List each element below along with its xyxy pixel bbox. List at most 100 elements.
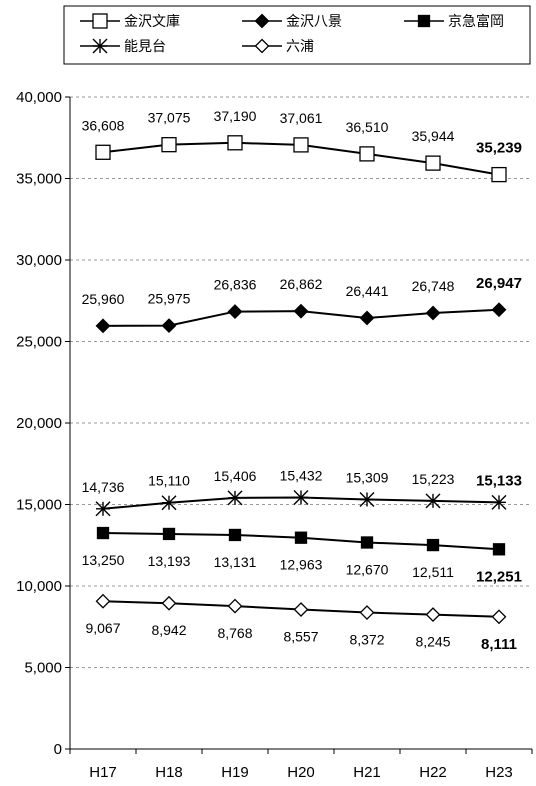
legend-label: 京急富岡 bbox=[448, 13, 504, 30]
data-label: 15,309 bbox=[346, 469, 389, 485]
legend-item: 金沢文庫 bbox=[80, 13, 180, 30]
data-point bbox=[162, 527, 176, 541]
data-label: 12,251 bbox=[476, 568, 522, 585]
data-point bbox=[293, 602, 309, 617]
data-point bbox=[161, 595, 177, 611]
legend-label: 六浦 bbox=[286, 39, 314, 55]
marker-stroke bbox=[359, 491, 375, 507]
data-label: 15,110 bbox=[148, 473, 190, 489]
marker-shape bbox=[294, 531, 308, 544]
y-tick-label: 25,000 bbox=[16, 334, 62, 351]
data-label: 36,510 bbox=[346, 119, 389, 135]
data-point bbox=[161, 137, 177, 153]
data-label: 13,131 bbox=[214, 554, 257, 570]
data-label: 26,836 bbox=[214, 277, 257, 293]
data-point bbox=[293, 489, 309, 505]
data-point bbox=[294, 531, 308, 544]
y-tick-label: 15,000 bbox=[16, 497, 62, 514]
series-group bbox=[95, 135, 507, 625]
data-point bbox=[425, 493, 441, 509]
data-label: 13,250 bbox=[82, 552, 125, 568]
data-point bbox=[359, 491, 375, 507]
marker-shape bbox=[227, 304, 243, 319]
marker-shape bbox=[254, 38, 270, 54]
data-label: 37,061 bbox=[280, 110, 323, 126]
marker-shape bbox=[227, 135, 243, 151]
data-point bbox=[426, 538, 440, 552]
x-tick-label: H18 bbox=[155, 764, 183, 781]
data-point bbox=[95, 501, 111, 517]
y-axis-ticks: 0 5,000 10,000 15,000 20,000 25,000 30,000 35,0… bbox=[16, 89, 70, 758]
data-label: 36,608 bbox=[82, 117, 125, 133]
data-label: 8,372 bbox=[349, 632, 384, 648]
marker-shape bbox=[92, 13, 108, 29]
marker-shape bbox=[359, 605, 375, 620]
marker-shape bbox=[425, 155, 441, 171]
x-tick-label: H21 bbox=[353, 764, 381, 781]
marker-shape bbox=[360, 536, 374, 549]
data-point bbox=[492, 543, 506, 556]
y-tick-label: 10,000 bbox=[16, 578, 62, 595]
data-label: 13,193 bbox=[148, 553, 191, 569]
data-label: 25,960 bbox=[82, 291, 125, 307]
marker-shape bbox=[95, 318, 111, 334]
marker-shape bbox=[96, 526, 110, 540]
data-point bbox=[228, 528, 242, 542]
data-point bbox=[227, 490, 243, 506]
data-point bbox=[491, 609, 507, 625]
legend-marker bbox=[92, 38, 108, 54]
data-label: 15,406 bbox=[214, 468, 257, 484]
series-square-open bbox=[95, 135, 507, 183]
marker-shape bbox=[228, 528, 242, 542]
marker-shape bbox=[161, 137, 177, 153]
legend-item: 金沢八景 bbox=[242, 13, 342, 30]
y-tick-label: 35,000 bbox=[16, 171, 62, 188]
legend-label: 金沢文庫 bbox=[124, 13, 180, 30]
data-point bbox=[359, 146, 375, 162]
data-point bbox=[425, 155, 441, 171]
data-labels: 36,608 37,075 37,190 37,061 36,510 35,944 35,2… bbox=[82, 108, 522, 653]
marker-shape bbox=[293, 602, 309, 617]
y-tick-label: 5,000 bbox=[24, 660, 62, 677]
series-square-filled bbox=[96, 526, 506, 556]
y-tick-label: 20,000 bbox=[16, 415, 62, 432]
marker-shape bbox=[491, 302, 507, 318]
marker-stroke bbox=[95, 501, 111, 517]
data-label: 8,111 bbox=[481, 636, 517, 653]
data-point bbox=[95, 318, 111, 334]
data-label: 8,768 bbox=[217, 625, 252, 641]
data-point bbox=[227, 135, 243, 151]
data-label: 9,067 bbox=[85, 620, 120, 636]
legend-box bbox=[63, 5, 531, 65]
legend-marker bbox=[254, 13, 270, 29]
x-tick-label: H23 bbox=[485, 764, 513, 781]
marker-shape bbox=[359, 146, 375, 162]
marker-stroke bbox=[227, 490, 243, 506]
data-point bbox=[359, 605, 375, 620]
data-point bbox=[425, 305, 441, 321]
data-label: 15,133 bbox=[476, 472, 522, 489]
x-axis-ticks: H17 H18 H19 H20 H21 H22 H23 bbox=[69, 749, 533, 781]
data-label: 15,432 bbox=[280, 467, 323, 483]
marker-shape bbox=[491, 609, 507, 625]
marker-shape bbox=[426, 538, 440, 552]
data-label: 8,942 bbox=[151, 622, 186, 638]
data-point bbox=[95, 144, 111, 160]
marker-shape bbox=[293, 303, 309, 319]
marker-shape bbox=[161, 318, 177, 334]
y-tick-label: 0 bbox=[54, 741, 62, 758]
legend-marker bbox=[254, 38, 270, 54]
marker-shape bbox=[417, 14, 431, 28]
data-point bbox=[227, 304, 243, 319]
data-label: 26,862 bbox=[280, 276, 323, 292]
data-point bbox=[293, 303, 309, 319]
legend-label: 金沢八景 bbox=[286, 14, 342, 30]
y-tick-label: 30,000 bbox=[16, 252, 62, 269]
data-point bbox=[293, 137, 309, 153]
data-label: 26,748 bbox=[412, 278, 455, 294]
data-label: 8,245 bbox=[415, 634, 450, 650]
legend-marker bbox=[417, 14, 431, 28]
x-tick-label: H22 bbox=[419, 764, 447, 781]
data-label: 35,239 bbox=[476, 140, 522, 157]
